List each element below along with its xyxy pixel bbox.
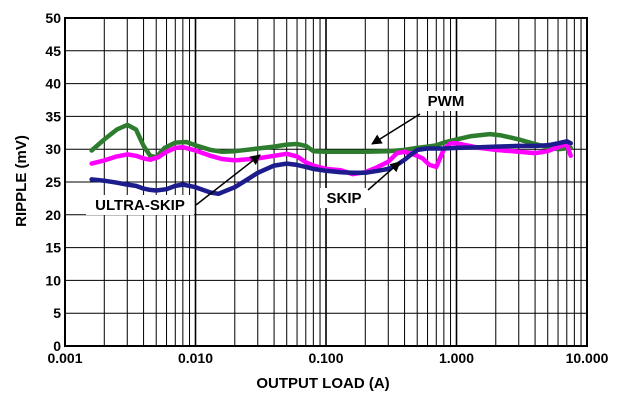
x-tick-label: 0.001: [47, 350, 82, 366]
series-line-skip: [89, 139, 573, 197]
y-tick-label: 50: [45, 10, 61, 26]
y-tick-label: 10: [45, 272, 61, 288]
annotation-label-pwm: PWM: [428, 93, 465, 110]
series-line-pwm: [89, 122, 573, 160]
y-tick-label: 45: [45, 43, 61, 59]
annotation-bg-pwm: [427, 91, 465, 111]
y-axis-label: RIPPLE (mV): [13, 135, 30, 227]
annotation-label-skip: SKIP: [326, 190, 361, 207]
y-tick-label: 20: [45, 207, 61, 223]
grid: [64, 17, 588, 347]
annotation-bg-skip: [320, 188, 368, 208]
annotation-arrow-ultra-skip: [195, 154, 261, 206]
annotation-bg-ultra-skip: [86, 195, 194, 215]
annotation-arrow-skip: [367, 161, 401, 191]
annotation-arrow-pwm: [371, 113, 421, 145]
y-tick-label: 35: [45, 108, 61, 124]
data-series: [89, 122, 573, 197]
y-tick-label: 40: [45, 76, 61, 92]
y-tick-label: 0: [53, 338, 61, 354]
x-axis-ticks: 0.001 0.010 0.100 1.000 10.000: [47, 350, 608, 366]
x-tick-label: 10.000: [566, 350, 609, 366]
y-tick-label: 25: [45, 174, 61, 190]
annotations: PWM ULTRA-SKIP SKIP: [86, 91, 465, 215]
x-tick-label: 0.100: [308, 350, 343, 366]
y-tick-label: 15: [45, 240, 61, 256]
y-tick-label: 5: [53, 305, 61, 321]
y-tick-label: 30: [45, 141, 61, 157]
x-tick-label: 1.000: [439, 350, 474, 366]
x-axis-label: OUTPUT LOAD (A): [256, 375, 389, 392]
x-tick-label: 0.010: [178, 350, 213, 366]
y-axis-ticks: 0 5 10 15 20 25 30 35 40 45 50: [45, 10, 61, 354]
annotation-label-ultra-skip: ULTRA-SKIP: [95, 197, 185, 214]
